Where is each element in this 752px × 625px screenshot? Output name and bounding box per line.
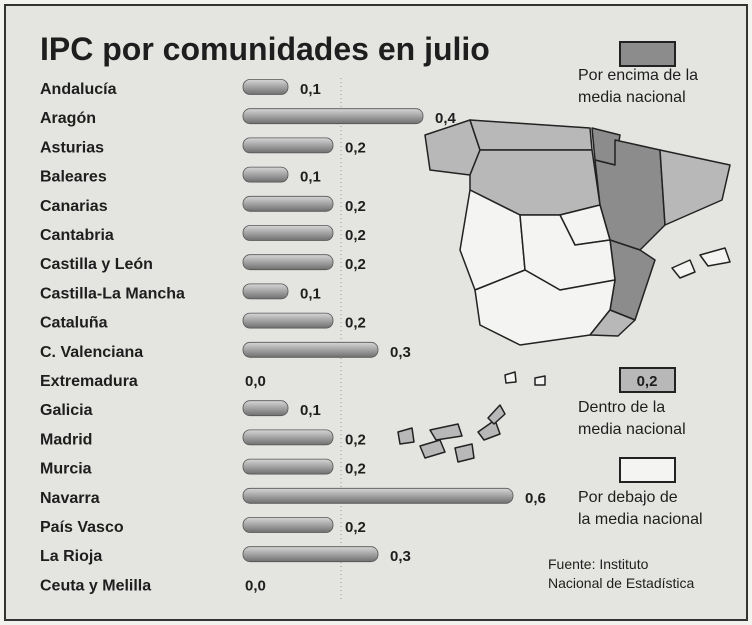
category-label: Andalucía	[40, 81, 117, 98]
value-label: 0,6	[525, 490, 546, 507]
region	[589, 309, 636, 337]
region	[429, 423, 463, 441]
value-label: 0,2	[345, 519, 366, 536]
category-label: Canarias	[40, 198, 108, 215]
bar	[242, 312, 334, 329]
category-label: Navarra	[40, 490, 100, 507]
bar	[242, 225, 334, 241]
legend-label: media nacional	[578, 421, 686, 438]
value-label: 0,1	[300, 169, 321, 186]
legend-label: Dentro de la	[578, 399, 665, 416]
region	[454, 443, 475, 463]
bar	[242, 400, 289, 417]
category-label: País Vasco	[40, 519, 124, 536]
value-label: 0,1	[300, 402, 321, 419]
value-label: 0,2	[345, 461, 366, 478]
value-label: 0,2	[345, 139, 366, 156]
value-label: 0,2	[345, 227, 366, 244]
source: Nacional de Estadística	[548, 575, 695, 591]
source: Fuente: Instituto	[548, 556, 649, 572]
category-label: Aragón	[40, 110, 96, 127]
bar	[242, 79, 289, 95]
category-label: Madrid	[40, 431, 92, 448]
value-label: 0,3	[390, 344, 411, 361]
bar	[242, 137, 334, 154]
region	[504, 371, 517, 384]
legend-swatch	[619, 457, 676, 483]
bar	[242, 458, 334, 475]
region	[659, 149, 731, 226]
value-label: 0,2	[345, 431, 366, 448]
legend-label: Por encima de la	[578, 67, 698, 84]
category-label: Ceuta y Melilla	[40, 577, 151, 594]
category-label: Cataluña	[40, 315, 108, 332]
bar	[242, 166, 289, 183]
value-label: 0,2	[345, 256, 366, 273]
map	[397, 119, 731, 463]
legend-swatch	[619, 41, 676, 67]
region	[699, 247, 731, 267]
category-label: La Rioja	[40, 548, 102, 565]
bar	[242, 487, 514, 504]
value-label: 0,3	[390, 548, 411, 565]
category-label: Cantabria	[40, 227, 114, 244]
bar	[242, 517, 334, 533]
bar	[242, 283, 289, 300]
bar	[242, 254, 334, 271]
category-label: C. Valenciana	[40, 344, 143, 361]
bar	[242, 195, 334, 212]
value-label: 0,0	[245, 577, 266, 594]
category-label: Extremadura	[40, 373, 138, 390]
value-label: 0,2	[345, 198, 366, 215]
value-label: 0,2	[345, 315, 366, 332]
legend-swatch	[619, 367, 676, 393]
region	[534, 375, 546, 386]
bar	[242, 546, 379, 563]
region	[477, 419, 501, 441]
category-label: Castilla-La Mancha	[40, 285, 185, 302]
region	[487, 404, 506, 425]
value-label: 0,1	[300, 285, 321, 302]
value-label: 0,4	[435, 110, 457, 127]
legend-label: la media nacional	[578, 511, 703, 528]
category-label: Murcia	[40, 461, 92, 478]
value-label: 0,1	[300, 81, 321, 98]
bar	[242, 341, 379, 358]
legend-label: media nacional	[578, 89, 686, 106]
legend-swatch-label: 0,2	[637, 373, 658, 390]
bar	[242, 429, 334, 446]
category-label: Baleares	[40, 169, 107, 186]
category-label: Galicia	[40, 402, 93, 419]
value-label: 0,0	[245, 373, 266, 390]
region	[671, 259, 696, 279]
legend-label: Por debajo de	[578, 489, 678, 506]
bar	[242, 108, 424, 125]
region	[397, 427, 415, 445]
category-label: Asturias	[40, 139, 104, 156]
region	[419, 439, 446, 459]
category-label: Castilla y León	[40, 256, 153, 273]
chart-title: IPC por comunidades en julio	[40, 31, 490, 67]
